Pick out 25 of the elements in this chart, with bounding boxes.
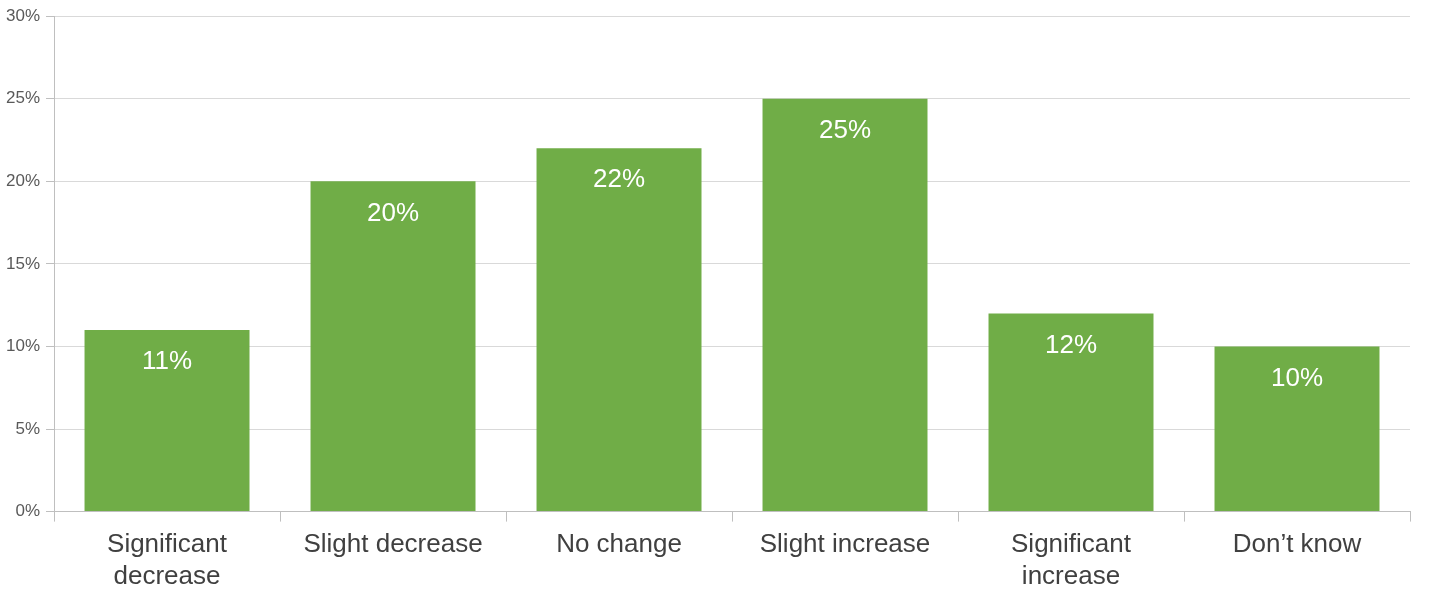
x-tick-label: Slight decrease	[303, 528, 483, 559]
data-label: 11%	[141, 345, 193, 376]
y-tick-label: 15%	[5, 253, 41, 273]
data-label: 12%	[1044, 328, 1098, 359]
y-tick-label: 5%	[15, 418, 41, 438]
data-label: 20%	[367, 196, 420, 227]
x-tick-label: Significant decrease	[107, 528, 228, 590]
x-tick-label: Slight increase	[759, 528, 931, 559]
x-tick-label: Don’t know	[1232, 528, 1362, 559]
y-tick-label: 30%	[5, 5, 41, 25]
data-label: 25%	[818, 113, 872, 144]
data-label: 22%	[592, 163, 646, 194]
bar	[310, 181, 476, 512]
x-tick-label: No change	[556, 528, 682, 559]
y-tick-label: 20%	[5, 171, 41, 191]
bar	[536, 148, 702, 512]
y-tick-label: 10%	[5, 336, 41, 356]
y-tick-label: 25%	[5, 88, 41, 108]
data-label: 10%	[1270, 361, 1324, 392]
y-tick-label: 0%	[15, 501, 41, 521]
bar	[1214, 346, 1380, 512]
bar	[762, 98, 928, 512]
bar	[988, 313, 1154, 512]
x-tick-label: Significant increase	[1011, 528, 1132, 590]
bar	[84, 329, 250, 512]
